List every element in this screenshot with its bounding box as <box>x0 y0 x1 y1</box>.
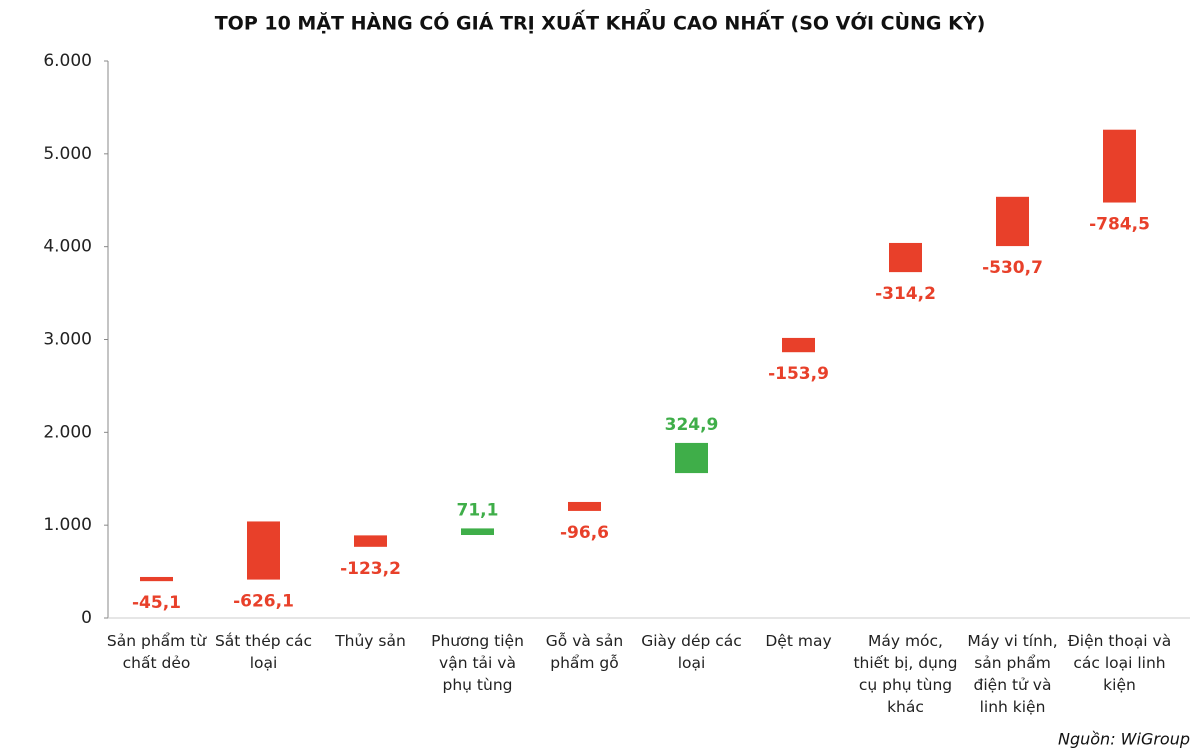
y-tick-label: 2.000 <box>43 422 92 442</box>
value-label: -96,6 <box>560 523 609 543</box>
chart-title: TOP 10 MẶT HÀNG CÓ GIÁ TRỊ XUẤT KHẨU CAO… <box>215 9 986 35</box>
x-tick-label: Máy vi tính, sản phẩm điện tử và linh ki… <box>967 632 1058 716</box>
y-tick-label: 5.000 <box>43 144 92 164</box>
x-tick-label: Điện thoại và các loại linh kiện <box>1067 632 1172 694</box>
x-tick-label: Dệt may <box>765 632 832 650</box>
bar <box>782 337 815 353</box>
x-tick-label: Sắt thép các loại <box>214 632 313 672</box>
x-tick-label: Máy móc, thiết bị, dụng cụ phụ tùng khác <box>853 632 958 716</box>
bar <box>247 521 280 580</box>
value-label: -153,9 <box>768 364 829 384</box>
bar <box>996 196 1029 247</box>
value-label: -45,1 <box>132 593 181 613</box>
y-tick-label: 4.000 <box>43 237 92 257</box>
bar <box>889 242 922 273</box>
value-label: 71,1 <box>457 500 499 520</box>
y-tick-label: 1.000 <box>43 515 92 535</box>
bar <box>568 501 601 511</box>
x-tick-label: Giày dép các loại <box>641 632 742 672</box>
bar <box>1103 129 1136 203</box>
x-tick-label: Phương tiện vận tải và phụ tùng <box>431 632 524 694</box>
value-label: -530,7 <box>982 258 1043 278</box>
value-label: -123,2 <box>340 559 401 579</box>
x-tick-label: Gỗ và sản phẩm gỗ <box>545 632 624 672</box>
x-tick-label: Thủy sản <box>335 632 406 650</box>
y-tick-label: 3.000 <box>43 330 92 350</box>
source: Nguồn: WiGroup <box>1058 730 1190 749</box>
y-tick-label: 0 <box>81 608 92 628</box>
value-label: -314,2 <box>875 284 936 304</box>
bar <box>140 576 173 582</box>
bar <box>354 535 387 547</box>
value-label: -784,5 <box>1089 215 1150 235</box>
y-tick-label: 6.000 <box>43 51 92 71</box>
x-tick-label: Sản phẩm từ chất dẻo <box>106 632 207 672</box>
value-label: 324,9 <box>665 415 719 435</box>
bar <box>461 528 494 536</box>
bar <box>675 442 708 474</box>
value-label: -626,1 <box>233 592 294 612</box>
